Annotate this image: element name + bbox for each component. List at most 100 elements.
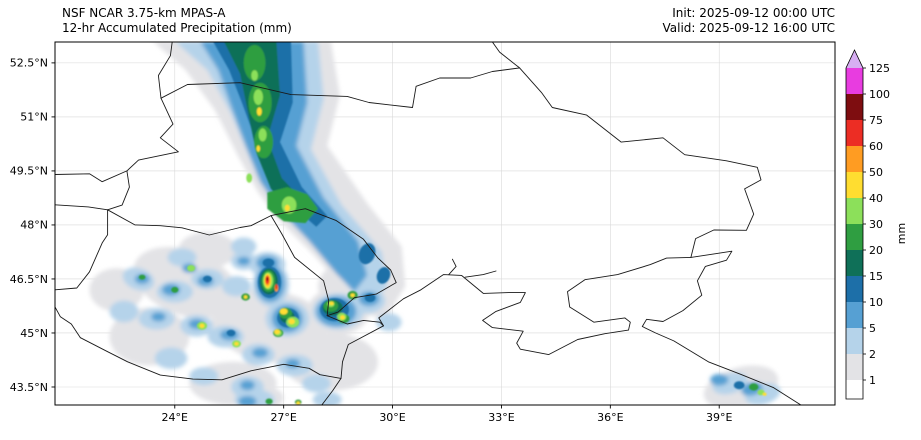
x-tick-label: 39°E <box>706 411 732 424</box>
precip-cell <box>266 277 269 281</box>
precip-cell <box>253 89 263 105</box>
y-tick-label: 52.5°N <box>10 57 48 70</box>
precip-cell <box>109 300 139 323</box>
product-title: 12-hr Accumulated Precipitation (mm) <box>62 21 292 35</box>
y-tick-label: 43.5°N <box>10 381 48 394</box>
precip-cell <box>187 265 196 272</box>
precip-cell <box>240 380 255 391</box>
precip-cell <box>222 276 251 297</box>
country-border <box>378 256 692 356</box>
colorbar-tick-label: 125 <box>869 62 890 75</box>
colorbar-tick-label: 50 <box>869 166 883 179</box>
precip-cell <box>243 295 248 299</box>
precip-cell <box>251 70 258 81</box>
precip-cell <box>234 342 239 346</box>
colorbar-over-triangle <box>846 50 863 68</box>
precip-cell <box>231 237 257 256</box>
x-tick-label: 27°E <box>270 411 296 424</box>
precip-cell <box>256 145 261 152</box>
precip-cell <box>151 312 166 322</box>
country-border <box>491 42 521 69</box>
colorbar-tick-label: 60 <box>869 140 883 153</box>
precip-cell <box>301 374 331 393</box>
colorbar-segment <box>846 146 863 172</box>
country-border <box>641 250 802 405</box>
precip-cell <box>246 173 253 183</box>
precip-cell <box>258 128 267 142</box>
colorbar-segment <box>846 94 863 120</box>
x-tick-label: 24°E <box>162 411 188 424</box>
map-borders <box>55 42 802 405</box>
precip-cell <box>279 308 288 315</box>
country-border <box>107 97 179 211</box>
precip-cell <box>252 347 269 358</box>
x-tick-label: 33°E <box>488 411 514 424</box>
valid-time: Valid: 2025-09-12 16:00 UTC <box>662 21 835 35</box>
precip-field-cores <box>138 42 767 405</box>
precip-cell <box>710 374 729 386</box>
country-border <box>448 258 457 276</box>
colorbar-segment <box>846 68 863 94</box>
precip-cell <box>189 367 219 386</box>
country-border <box>270 208 397 317</box>
precip-cell <box>283 333 378 391</box>
precip-cell <box>733 381 745 390</box>
colorbar-tick-label: 15 <box>869 270 883 283</box>
colorbar-segment <box>846 354 863 380</box>
init-time: Init: 2025-09-12 00:00 UTC <box>672 6 835 20</box>
precip-cell <box>199 323 205 328</box>
precip-cell <box>358 243 376 265</box>
colorbar-tick-label: 1 <box>869 374 876 387</box>
map-frame <box>54 41 836 406</box>
x-tick-label: 30°E <box>379 411 405 424</box>
colorbar-tick-label: 2 <box>869 348 876 361</box>
precip-cell <box>749 383 759 391</box>
precip-cell <box>256 107 262 116</box>
precip-cell <box>350 293 355 298</box>
y-tick-label: 45°N <box>20 327 48 340</box>
precip-cell <box>296 401 300 405</box>
colorbar-tick-label: 20 <box>869 244 883 257</box>
colorbar-segment <box>846 120 863 146</box>
country-border <box>326 315 384 327</box>
country-border <box>55 170 128 183</box>
precip-cell <box>154 347 188 370</box>
country-border <box>321 325 384 405</box>
precip-cell <box>226 329 236 337</box>
precip-cell <box>238 396 257 405</box>
precip-cell <box>167 248 197 267</box>
colorbar-unit-label: mm <box>895 223 908 244</box>
y-tick-label: 51°N <box>20 111 48 124</box>
precip-cell <box>265 398 273 405</box>
colorbar-segment <box>846 224 863 250</box>
model-title: NSF NCAR 3.75-km MPAS-A <box>62 6 226 20</box>
precip-cell <box>262 258 275 268</box>
axis-ticks: 24°E 27°E 30°E 33°E 36°E 39°E 52.5°N 51°N 49.5°N… <box>10 57 733 424</box>
precip-cell <box>274 329 280 335</box>
country-border <box>157 42 173 99</box>
precip-cell <box>376 267 391 284</box>
x-tick-label: 36°E <box>597 411 623 424</box>
precip-cell <box>237 256 251 266</box>
y-tick-label: 46.5°N <box>10 273 48 286</box>
precip-cell <box>340 315 345 320</box>
colorbar-tick-label: 30 <box>869 218 883 231</box>
precip-cell <box>275 284 278 290</box>
precip-cell <box>203 275 212 283</box>
colorbar-segment <box>846 302 863 328</box>
colorbar-tick-label: 5 <box>869 322 876 335</box>
colorbar-tick-label: 100 <box>869 88 890 101</box>
colorbar-tick-label: 10 <box>869 296 883 309</box>
colorbar: 125 100 75 60 50 40 30 20 15 10 5 2 1 mm <box>845 49 908 400</box>
country-border <box>464 270 497 278</box>
precip-cell <box>171 286 179 293</box>
country-border <box>270 215 330 317</box>
precip-cell <box>162 284 181 296</box>
colorbar-under-segment <box>846 380 863 399</box>
precip-cell <box>243 44 266 81</box>
precip-cell <box>284 204 290 212</box>
precip-cell <box>762 392 767 396</box>
colorbar-tick-label: 75 <box>869 114 883 127</box>
colorbar-segment <box>846 328 863 354</box>
